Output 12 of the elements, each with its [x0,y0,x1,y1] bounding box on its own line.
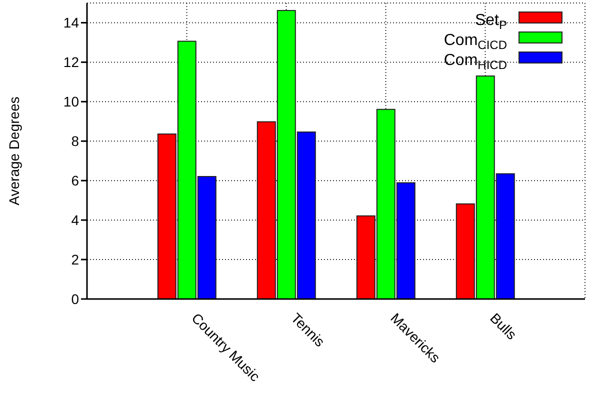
y-tick-label: 8 [71,133,80,150]
y-tick-label: 10 [63,94,80,110]
y-tick-label: 4 [71,212,80,228]
y-axis-title: Average Degrees [6,96,22,206]
y-tick-label: 14 [63,14,80,31]
legend-label: Set$_{P}$ [474,12,507,32]
legend-label: Com$_{CICD}$ [444,32,508,52]
y-tick-label: 0 [71,290,80,307]
y-tick-label: 12 [63,54,80,70]
legend-label: Com$_{HICD}$ [444,52,508,72]
y-tick-label: 2 [71,252,80,268]
y-tick-label: 6 [71,172,80,189]
